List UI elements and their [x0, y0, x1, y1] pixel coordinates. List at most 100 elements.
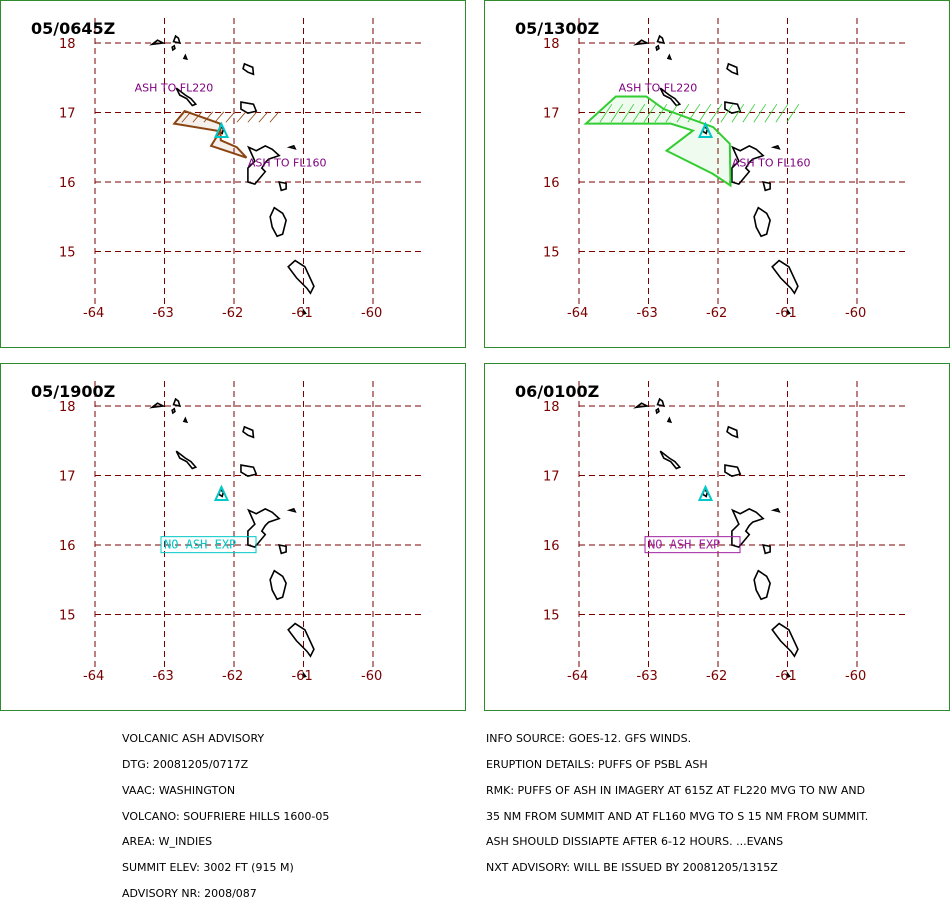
volcano-icon [213, 484, 230, 501]
island-outline [724, 101, 742, 115]
island-outline [655, 407, 660, 415]
island-outline [302, 308, 307, 316]
latitude-label: 15 [59, 609, 76, 624]
volcano-icon [697, 121, 714, 138]
grid-lines [578, 18, 906, 308]
map-panel-1300: ASH TO FL220 ASH TO FL160 18 17 16 15 -64 -63 -6… [484, 0, 950, 348]
island-outline [726, 62, 739, 76]
island-outline [771, 259, 799, 295]
longitude-label: -61 [776, 306, 797, 321]
forecast-time-label: 05/1900Z [31, 382, 116, 401]
hatch-line [687, 103, 701, 123]
island-outline [278, 543, 287, 555]
island-outline [171, 44, 176, 52]
island-outline [656, 34, 665, 45]
latitude-label: 16 [59, 539, 76, 554]
longitude-label: -63 [637, 306, 658, 321]
island-outline [242, 425, 255, 439]
ash-cloud [583, 95, 732, 188]
advisory-text-right: INFO SOURCE: GOES-12. GFS WINDS. ERUPTIO… [486, 718, 868, 881]
hatch-line [621, 103, 635, 123]
map-panel-1900: NO ASH EXP 18 17 16 15 -64 -63 -62 -61 -60 05/190… [0, 363, 466, 711]
island-outline [172, 34, 181, 45]
longitude-label: -64 [83, 669, 104, 684]
map-svg: NO ASH EXP 18 17 16 15 -64 -63 -62 -61 -60 [543, 381, 906, 684]
ash-label-fl160: ASH TO FL160 [732, 157, 811, 170]
hatch-line [731, 103, 745, 123]
island-outline [240, 101, 258, 115]
island-outline [770, 507, 781, 513]
island-outline [149, 39, 166, 46]
volcano-icon [213, 121, 230, 138]
island-outline [726, 425, 739, 439]
island-outline [656, 397, 665, 408]
island-outline [302, 671, 307, 679]
island-outline [753, 569, 771, 601]
longitude-label: -60 [361, 669, 382, 684]
advisory-line: ASH SHOULD DISSIAPTE AFTER 6-12 HOURS. .… [486, 835, 784, 849]
hatch-line [764, 103, 778, 123]
island-outline [269, 569, 287, 601]
hatch-line [599, 103, 613, 123]
longitude-label: -62 [222, 669, 243, 684]
latitude-label: 17 [59, 107, 76, 122]
island-outline [655, 44, 660, 52]
island-outline [240, 464, 258, 478]
island-outline [633, 39, 650, 46]
hatch-line [665, 103, 679, 123]
hatch-line [225, 111, 236, 123]
hatch-line [192, 111, 203, 123]
hatch-line [610, 103, 624, 123]
forecast-time-label: 05/0645Z [31, 19, 116, 38]
island-outline [659, 450, 682, 470]
map-svg: ASH TO FL220 ASH TO FL160 18 17 16 15 -64 -63 -6… [543, 18, 906, 321]
island-outline [786, 671, 791, 679]
latitude-label: 18 [59, 400, 76, 415]
hatch-line [258, 111, 269, 123]
island-outline [175, 87, 198, 107]
ash-label-fl160: ASH TO FL160 [248, 157, 327, 170]
island-outline [771, 622, 799, 658]
island-outline [659, 87, 682, 107]
island-outline [182, 416, 189, 424]
hatch-line [236, 111, 247, 123]
longitude-label: -63 [637, 669, 658, 684]
longitude-label: -64 [567, 669, 588, 684]
map-svg: NO ASH EXP 18 17 16 15 -64 -63 -62 -61 -60 [59, 381, 422, 684]
hatch-line [720, 103, 734, 123]
advisory-line: VOLCANIC ASH ADVISORY [122, 732, 265, 746]
advisory-line: NXT ADVISORY: WILL BE ISSUED BY 20081205… [486, 861, 778, 875]
longitude-label: -60 [845, 306, 866, 321]
island-outline [286, 507, 297, 513]
island-outline [182, 53, 189, 61]
island-outline [633, 402, 650, 409]
latitude-label: 18 [543, 400, 560, 415]
island-outline [666, 53, 673, 61]
longitude-label: -63 [153, 306, 174, 321]
hatch-line [676, 103, 690, 123]
island-outline [172, 397, 181, 408]
longitude-label: -62 [706, 306, 727, 321]
hatch-line [709, 103, 723, 123]
latitude-label: 17 [543, 107, 560, 122]
latitude-label: 18 [59, 37, 76, 52]
advisory-line: ADVISORY NR: 2008/087 [122, 886, 257, 900]
no-ash-text: NO ASH EXP [648, 538, 720, 552]
ash-hatch [599, 103, 800, 123]
island-outline [762, 543, 771, 555]
longitude-label: -60 [361, 306, 382, 321]
longitude-label: -61 [776, 669, 797, 684]
island-outline [287, 622, 315, 658]
map-svg: ASH TO FL220 ASH TO FL160 18 17 16 15 -64 -63 -6… [59, 18, 422, 321]
grid-lines [578, 381, 906, 671]
latitude-label: 15 [543, 609, 560, 624]
longitude-label: -63 [153, 669, 174, 684]
hatch-line [269, 111, 280, 123]
island-outline [770, 144, 781, 150]
forecast-time-label: 05/1300Z [515, 19, 600, 38]
longitude-label: -60 [845, 669, 866, 684]
longitude-label: -62 [222, 306, 243, 321]
island-outline [171, 407, 176, 415]
island-outline [246, 144, 281, 186]
grid-lines [94, 18, 422, 308]
